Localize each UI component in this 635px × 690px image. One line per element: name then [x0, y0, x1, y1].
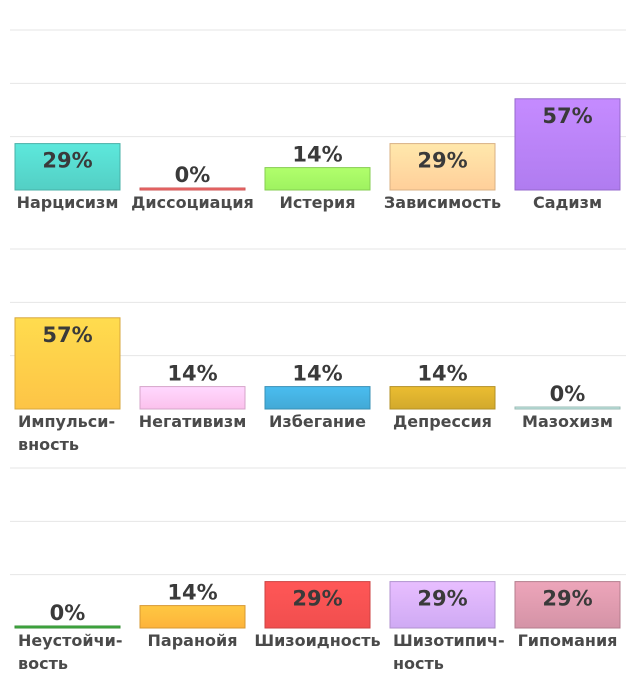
bar-value-label: 14%: [167, 362, 217, 386]
bar-value-label: 57%: [542, 104, 592, 128]
bar: [264, 167, 371, 191]
bar: [514, 98, 621, 191]
bar-value-label: 29%: [417, 587, 467, 611]
bar: [514, 406, 621, 410]
bar: [139, 187, 246, 191]
bar-value-label: 29%: [292, 587, 342, 611]
bar: [389, 386, 496, 410]
bar-value-label: 29%: [542, 587, 592, 611]
bar: [139, 386, 246, 410]
category-label: Нарцисизм: [17, 193, 119, 212]
bar: [14, 625, 121, 629]
category-label: Импульси-: [18, 412, 115, 431]
category-label: Паранойя: [148, 631, 238, 650]
category-label: вость: [18, 654, 68, 673]
bar-value-label: 0%: [550, 382, 586, 406]
bar-value-label: 29%: [42, 149, 92, 173]
category-label: вность: [18, 435, 79, 454]
category-label: Неустойчи-: [18, 631, 122, 650]
bar-value-label: 29%: [417, 149, 467, 173]
category-label: Избегание: [269, 412, 366, 431]
category-label: Зависимость: [384, 193, 501, 212]
category-label: Гипомания: [518, 631, 618, 650]
chart-panel-1: 29% Нарцисизм 0% Диссоциация 14% Истерия 29% За…: [10, 29, 626, 212]
category-label: Садизм: [533, 193, 602, 212]
category-label: Депрессия: [393, 412, 492, 431]
bar: [14, 317, 121, 410]
category-label: Негативизм: [139, 412, 247, 431]
bar-value-label: 14%: [417, 362, 467, 386]
bar: [264, 581, 371, 629]
bar-value-label: 14%: [167, 581, 217, 605]
chart-panel-2: 57% Импульси-вность 14% Негативизм 14% Избега…: [10, 248, 626, 454]
category-label: Мазохизм: [522, 412, 613, 431]
bar-value-label: 57%: [42, 323, 92, 347]
bar: [389, 143, 496, 191]
category-label: Диссоциация: [131, 193, 254, 212]
bar-value-label: 0%: [50, 601, 86, 625]
category-label: Шизотипич-: [393, 631, 505, 650]
category-label: Шизоидность: [254, 631, 380, 650]
category-label: ность: [393, 654, 444, 673]
chart-panel-3: 0% Неустойчи-вость 14% Паранойя 29% Шизоиднос…: [10, 467, 626, 673]
bar: [514, 581, 621, 629]
bar-value-label: 14%: [292, 143, 342, 167]
bar: [264, 386, 371, 410]
bar-value-label: 0%: [175, 163, 211, 187]
category-label: Истерия: [280, 193, 356, 212]
bar-value-label: 14%: [292, 362, 342, 386]
bar: [14, 143, 121, 191]
bar: [389, 581, 496, 629]
bar: [139, 605, 246, 629]
